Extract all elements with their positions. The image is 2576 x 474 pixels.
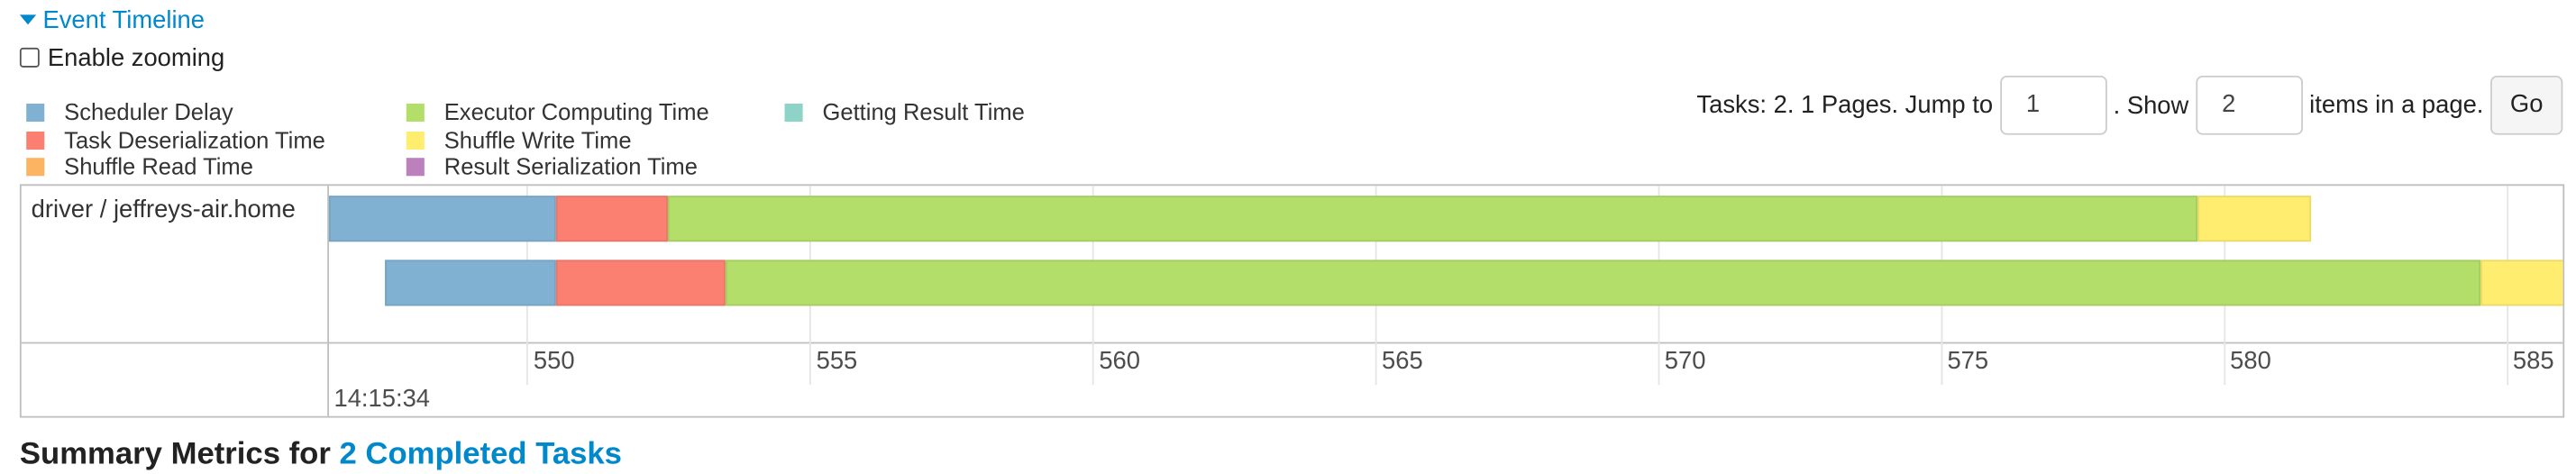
- timeline-tick-label: 580: [2230, 347, 2271, 376]
- legend-item-shuffle-write-time: Shuffle Write Time: [406, 127, 632, 153]
- timeline-tick-label: 565: [1382, 347, 1423, 376]
- event-timeline-toggle[interactable]: Event Timeline: [19, 6, 206, 35]
- task-bar-scheduler-delay[interactable]: [329, 196, 555, 242]
- legend-item-executor-computing-time: Executor Computing Time: [406, 99, 709, 125]
- pager-summary-text: Tasks: 2. 1 Pages. Jump to: [1696, 91, 1994, 120]
- legend-swatch: [406, 131, 425, 150]
- axis-divider: [21, 342, 2563, 344]
- legend-swatch: [26, 131, 45, 150]
- timeline-tick-label: 570: [1664, 347, 1706, 376]
- event-timeline-title: Event Timeline: [42, 6, 206, 35]
- caret-down-icon: [19, 14, 37, 25]
- timeline-plot-area: 550 555 560 565 570 575 580 585: [329, 186, 2563, 416]
- task-bar-task-deserialization-time[interactable]: [554, 196, 669, 242]
- task-bar-scheduler-delay[interactable]: [385, 260, 555, 306]
- legend-item-getting-result-time: Getting Result Time: [784, 99, 1025, 125]
- timeline-tick-label: 555: [816, 347, 858, 376]
- pager-show-text: . Show: [2113, 91, 2189, 120]
- task-pager: Tasks: 2. 1 Pages. Jump to 1. Show 2 ite…: [1696, 75, 2563, 135]
- legend-item-scheduler-delay: Scheduler Delay: [26, 99, 233, 125]
- executor-label: driver / jeffreys-air.home: [31, 196, 296, 224]
- legend-item-shuffle-read-time: Shuffle Read Time: [26, 153, 253, 179]
- legend-item-result-serialization-time: Result Serialization Time: [406, 153, 698, 179]
- task-bar-shuffle-write-time[interactable]: [2480, 260, 2563, 306]
- page-number-input[interactable]: 1: [1999, 75, 2107, 135]
- legend-swatch: [406, 157, 425, 176]
- timeline-tick-label: 560: [1099, 347, 1141, 376]
- task-bar-executor-computing-time[interactable]: [725, 260, 2481, 306]
- enable-zooming-checkbox[interactable]: [19, 47, 40, 68]
- timeline-tick-label: 585: [2512, 347, 2554, 376]
- summary-metrics-title: Summary Metrics for 2 Completed Tasks: [20, 437, 622, 473]
- legend-swatch: [784, 103, 803, 122]
- label-column-divider: [327, 186, 329, 416]
- legend-swatch: [26, 157, 45, 176]
- task-bar-executor-computing-time[interactable]: [668, 196, 2198, 242]
- legend-swatch: [26, 103, 45, 122]
- enable-zooming-label: Enable zooming: [47, 43, 225, 72]
- task-bar-shuffle-write-time[interactable]: [2197, 196, 2312, 242]
- event-timeline-chart[interactable]: driver / jeffreys-air.home 550 555 560 565 5…: [19, 184, 2565, 418]
- timeline-start-label: 14:15:34: [333, 385, 431, 414]
- page-size-input[interactable]: 2: [2195, 75, 2303, 135]
- completed-tasks-link[interactable]: 2 Completed Tasks: [339, 437, 622, 472]
- task-bar-task-deserialization-time[interactable]: [554, 260, 726, 306]
- legend-item-task-deserialization-time: Task Deserialization Time: [26, 127, 325, 153]
- pager-items-text: items in a page.: [2309, 91, 2484, 120]
- legend-swatch: [406, 103, 425, 122]
- timeline-tick-label: 550: [533, 347, 575, 376]
- summary-prefix: Summary Metrics for: [19, 437, 331, 472]
- timeline-tick-label: 575: [1947, 347, 1989, 376]
- go-button[interactable]: Go: [2490, 75, 2563, 135]
- enable-zooming-row[interactable]: Enable zooming: [19, 42, 225, 72]
